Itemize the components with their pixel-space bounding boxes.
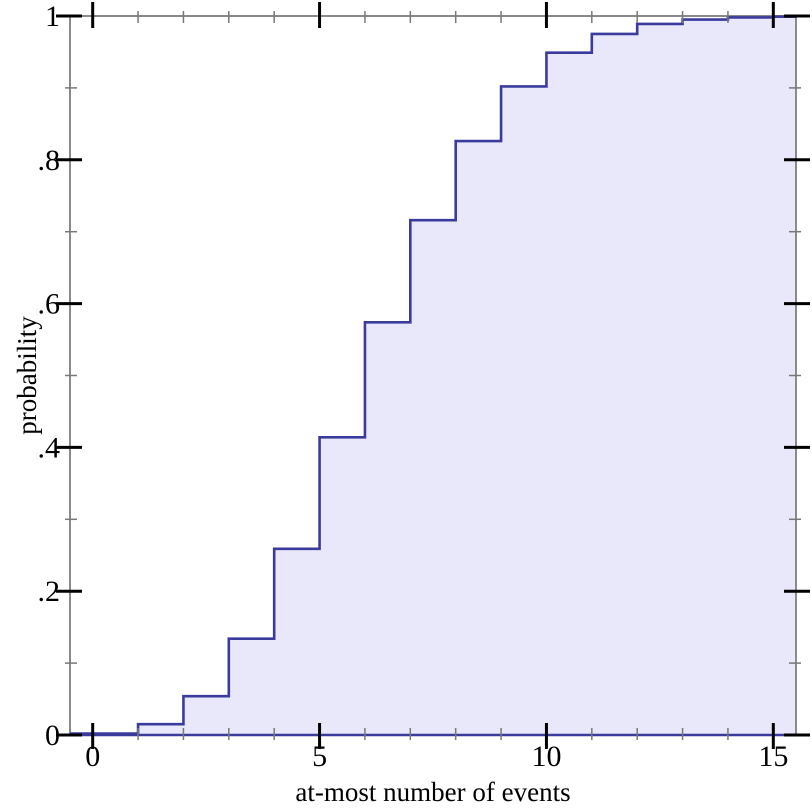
x-tick-label: 10: [531, 740, 561, 773]
y-tick-label: .6: [38, 288, 61, 321]
tick-label-layer: 0 5 10 15 0 .2 .4 .6 .8 1: [38, 0, 789, 773]
y-tick-label: .4: [38, 431, 61, 464]
cdf-area-fill: [70, 16, 796, 736]
y-tick-label: .8: [38, 144, 61, 177]
x-tick-label: 15: [758, 740, 788, 773]
area-fill-layer: [70, 16, 796, 736]
y-tick-label: 0: [45, 719, 60, 752]
x-tick-label: 0: [85, 740, 100, 773]
y-tick-label: .2: [38, 575, 61, 608]
x-tick-label: 5: [312, 740, 327, 773]
y-axis-title: probability: [12, 316, 42, 435]
y-tick-label: 1: [45, 0, 60, 33]
tick-layer: [56, 2, 810, 749]
x-axis-title: at-most number of events: [295, 777, 570, 807]
